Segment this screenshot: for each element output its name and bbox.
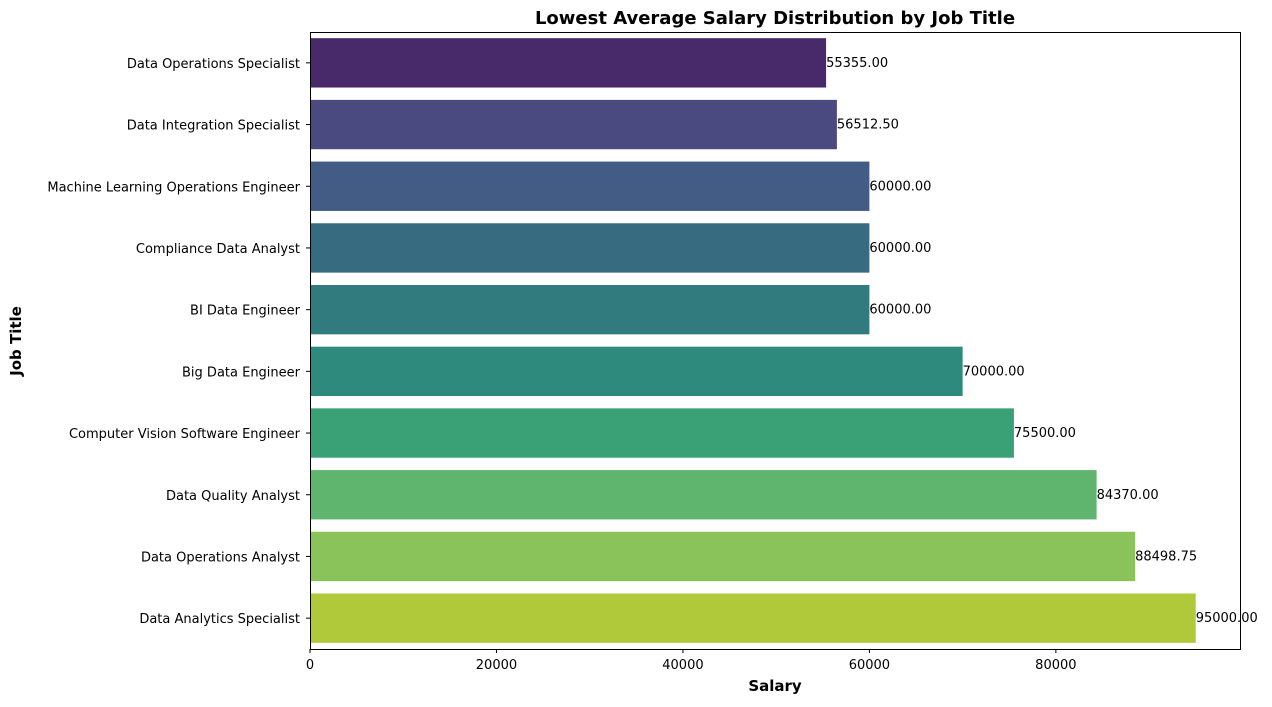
y-tick-label: Compliance Data Analyst <box>136 242 300 257</box>
bar-6 <box>310 408 1014 458</box>
x-tick-label: 60000 <box>849 658 890 673</box>
y-tick-label: Machine Learning Operations Engineer <box>47 180 300 195</box>
bar-7 <box>310 470 1097 520</box>
bar-2 <box>310 161 870 211</box>
y-axis-label: Job Title <box>7 306 25 377</box>
y-tick-label: Data Operations Specialist <box>127 57 300 72</box>
x-tick-label: 80000 <box>1035 658 1076 673</box>
bar-9 <box>310 593 1196 643</box>
plot-frame <box>310 32 1241 650</box>
value-label: 84370.00 <box>1097 488 1159 503</box>
bar-0 <box>310 38 827 88</box>
x-axis-ticks: 0 20000 40000 60000 80000 <box>306 649 1077 673</box>
value-label: 88498.75 <box>1135 549 1197 564</box>
chart-title: Lowest Average Salary Distribution by Jo… <box>535 8 1015 29</box>
y-tick-label: Big Data Engineer <box>182 365 301 380</box>
value-labels: 55355.00 56512.50 60000.00 60000.00 60000.00… <box>826 56 1258 626</box>
y-axis-ticks: Data Operations Specialist Data Integrati… <box>47 57 310 627</box>
y-tick-label: Data Operations Analyst <box>141 550 300 565</box>
y-tick-label: Data Integration Specialist <box>127 119 300 134</box>
y-tick-label: Data Quality Analyst <box>166 489 300 504</box>
y-tick-label: Computer Vision Software Engineer <box>69 427 301 442</box>
value-label: 75500.00 <box>1014 426 1076 441</box>
value-label: 60000.00 <box>869 179 931 194</box>
x-axis-label: Salary <box>748 677 802 695</box>
bar-4 <box>310 284 870 335</box>
value-label: 60000.00 <box>869 241 931 256</box>
bar-8 <box>310 531 1136 582</box>
x-tick-label: 20000 <box>476 658 517 673</box>
bar-5 <box>310 346 963 397</box>
y-tick-label: BI Data Engineer <box>190 304 301 319</box>
x-tick-label: 40000 <box>662 658 703 673</box>
y-tick-label: Data Analytics Specialist <box>139 612 300 627</box>
value-label: 60000.00 <box>869 303 931 318</box>
bars-group <box>310 38 1196 643</box>
value-label: 55355.00 <box>826 56 888 71</box>
bar-1 <box>310 99 837 150</box>
value-label: 56512.50 <box>837 118 899 133</box>
bar-3 <box>310 223 870 273</box>
value-label: 95000.00 <box>1196 611 1258 626</box>
x-tick-label: 0 <box>306 658 314 673</box>
value-label: 70000.00 <box>963 364 1025 379</box>
